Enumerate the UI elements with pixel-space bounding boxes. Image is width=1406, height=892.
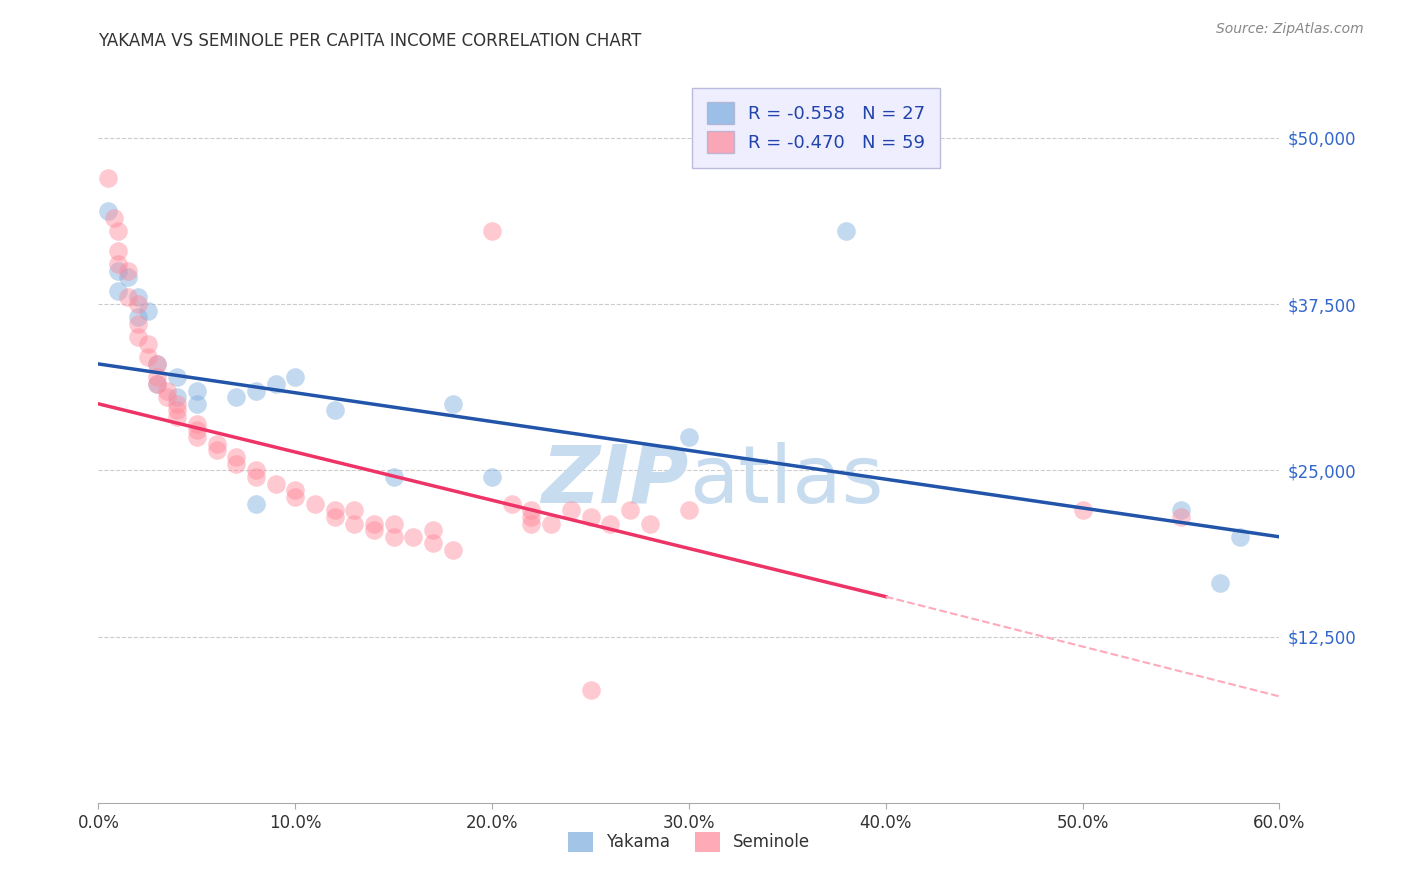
Point [107,224,129,238]
Point [678,430,700,444]
Point [481,470,503,484]
Point [127,290,149,304]
Point [579,509,602,524]
Point [186,430,208,444]
Point [638,516,661,531]
Point [481,224,503,238]
Point [107,257,129,271]
Point [1209,576,1232,591]
Point [225,390,247,404]
Point [103,211,125,225]
Point [422,536,444,550]
Point [1071,503,1094,517]
Legend: Yakama, Seminole: Yakama, Seminole [560,823,818,860]
Point [186,397,208,411]
Point [441,397,464,411]
Point [835,224,858,238]
Point [127,317,149,331]
Point [540,516,562,531]
Point [245,384,267,398]
Point [166,397,188,411]
Point [146,357,169,371]
Y-axis label: Per Capita Income: Per Capita Income [0,361,8,513]
Point [97,204,120,219]
Text: atlas: atlas [689,442,883,520]
Point [117,264,139,278]
Point [127,310,149,325]
Point [186,424,208,438]
Point [166,403,188,417]
Point [284,490,307,504]
Point [205,436,228,450]
Point [363,516,385,531]
Point [323,509,346,524]
Point [1170,503,1192,517]
Point [205,443,228,458]
Point [363,523,385,537]
Point [520,516,543,531]
Point [186,417,208,431]
Point [402,530,425,544]
Point [107,284,129,298]
Point [146,370,169,384]
Point [520,503,543,517]
Point [127,330,149,344]
Point [678,503,700,517]
Point [245,497,267,511]
Point [501,497,523,511]
Point [166,390,188,404]
Point [117,290,139,304]
Point [166,410,188,425]
Point [1170,509,1192,524]
Point [225,450,247,464]
Point [146,376,169,391]
Point [156,390,179,404]
Point [560,503,582,517]
Point [441,543,464,558]
Point [579,682,602,697]
Point [136,337,159,351]
Point [382,530,405,544]
Point [107,264,129,278]
Point [284,370,307,384]
Point [264,476,287,491]
Point [97,170,120,185]
Point [599,516,621,531]
Text: Source: ZipAtlas.com: Source: ZipAtlas.com [1216,22,1364,37]
Point [136,351,159,365]
Point [343,516,366,531]
Point [156,384,179,398]
Point [225,457,247,471]
Point [323,403,346,417]
Point [323,503,346,517]
Text: ZIP: ZIP [541,442,689,520]
Point [245,470,267,484]
Point [146,357,169,371]
Point [284,483,307,498]
Point [304,497,326,511]
Point [117,270,139,285]
Point [520,509,543,524]
Point [264,376,287,391]
Point [245,463,267,477]
Point [166,370,188,384]
Point [186,384,208,398]
Text: YAKAMA VS SEMINOLE PER CAPITA INCOME CORRELATION CHART: YAKAMA VS SEMINOLE PER CAPITA INCOME COR… [98,32,641,50]
Point [343,503,366,517]
Point [422,523,444,537]
Point [382,470,405,484]
Point [146,376,169,391]
Point [127,297,149,311]
Point [136,303,159,318]
Point [619,503,641,517]
Point [382,516,405,531]
Point [1229,530,1251,544]
Point [107,244,129,258]
